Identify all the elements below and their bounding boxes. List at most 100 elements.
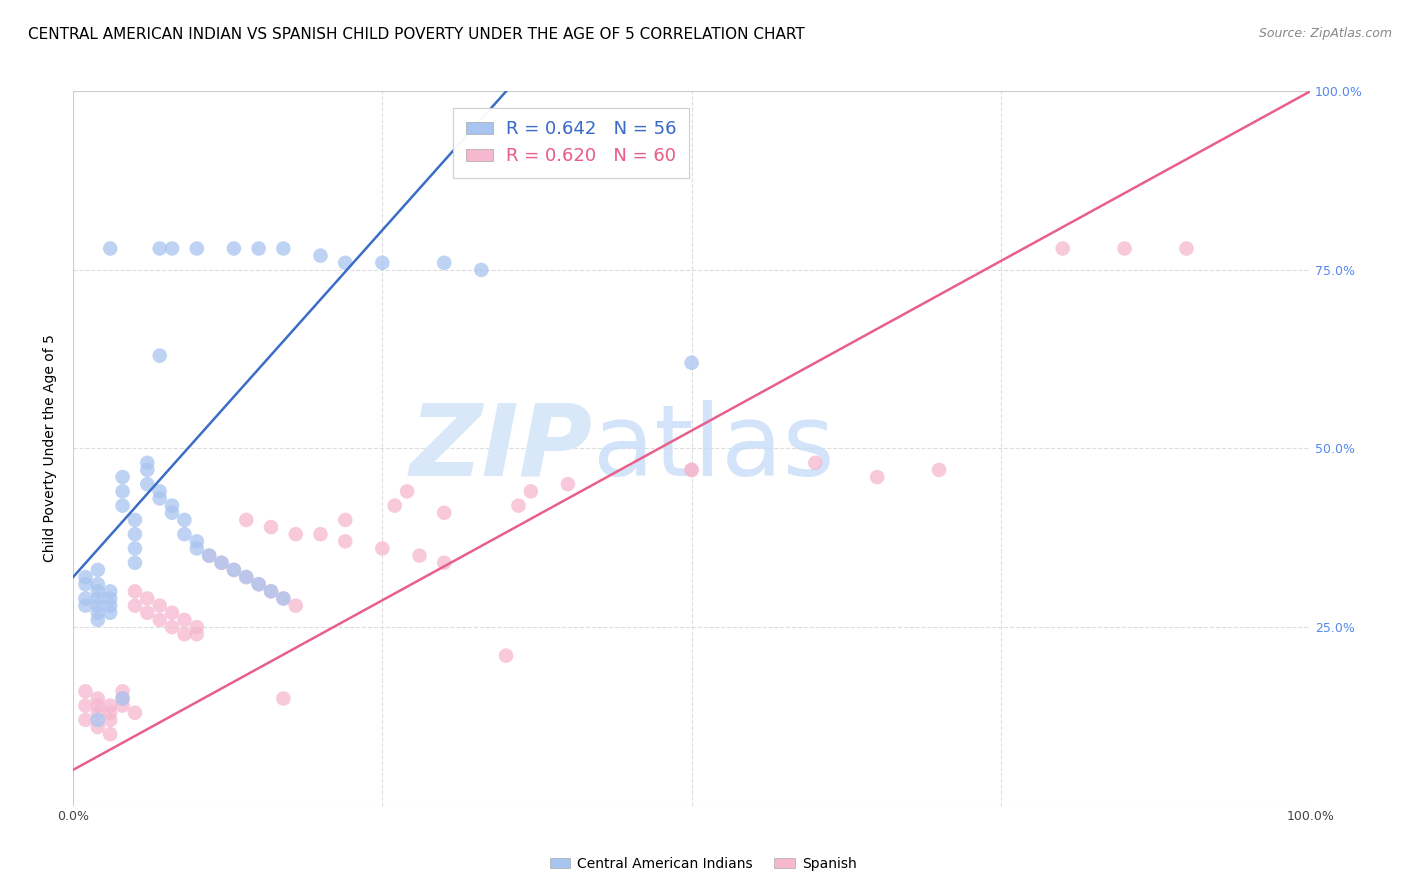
Point: [557, 477, 579, 491]
Point: [681, 463, 703, 477]
Point: [98, 599, 121, 613]
Point: [198, 549, 221, 563]
Legend: Central American Indians, Spanish: Central American Indians, Spanish: [544, 851, 862, 876]
Point: [235, 513, 257, 527]
Point: [124, 599, 146, 613]
Point: [186, 627, 208, 641]
Point: [136, 477, 159, 491]
Point: [371, 541, 394, 556]
Point: [222, 563, 245, 577]
Point: [273, 591, 295, 606]
Point: [260, 520, 283, 534]
Point: [335, 534, 357, 549]
Point: [273, 591, 295, 606]
Point: [186, 541, 208, 556]
Point: [149, 613, 172, 627]
Point: [247, 577, 270, 591]
Point: [87, 591, 110, 606]
Point: [804, 456, 827, 470]
Point: [309, 527, 332, 541]
Point: [211, 556, 233, 570]
Text: ZIP: ZIP: [409, 400, 593, 497]
Point: [98, 591, 121, 606]
Point: [247, 242, 270, 256]
Point: [98, 698, 121, 713]
Point: [111, 691, 134, 706]
Point: [160, 506, 183, 520]
Point: [222, 242, 245, 256]
Point: [87, 606, 110, 620]
Point: [75, 570, 97, 584]
Point: [173, 527, 195, 541]
Point: [1052, 242, 1074, 256]
Point: [136, 463, 159, 477]
Point: [273, 242, 295, 256]
Point: [149, 242, 172, 256]
Point: [124, 584, 146, 599]
Point: [186, 534, 208, 549]
Point: [98, 606, 121, 620]
Point: [87, 698, 110, 713]
Point: [211, 556, 233, 570]
Point: [98, 713, 121, 727]
Point: [173, 513, 195, 527]
Point: [124, 541, 146, 556]
Point: [87, 613, 110, 627]
Point: [371, 256, 394, 270]
Point: [136, 456, 159, 470]
Point: [520, 484, 543, 499]
Point: [98, 727, 121, 741]
Point: [98, 584, 121, 599]
Point: [384, 499, 406, 513]
Point: [681, 463, 703, 477]
Point: [433, 556, 456, 570]
Point: [433, 256, 456, 270]
Point: [124, 706, 146, 720]
Point: [111, 691, 134, 706]
Point: [98, 242, 121, 256]
Point: [149, 599, 172, 613]
Point: [260, 584, 283, 599]
Point: [87, 563, 110, 577]
Point: [75, 684, 97, 698]
Point: [75, 577, 97, 591]
Point: [98, 706, 121, 720]
Text: atlas: atlas: [593, 400, 834, 497]
Point: [111, 684, 134, 698]
Point: [247, 577, 270, 591]
Point: [335, 513, 357, 527]
Point: [1114, 242, 1136, 256]
Point: [124, 527, 146, 541]
Point: [124, 513, 146, 527]
Point: [235, 570, 257, 584]
Y-axis label: Child Poverty Under the Age of 5: Child Poverty Under the Age of 5: [44, 334, 58, 563]
Point: [433, 506, 456, 520]
Point: [235, 570, 257, 584]
Point: [75, 713, 97, 727]
Point: [928, 463, 950, 477]
Point: [124, 556, 146, 570]
Point: [87, 577, 110, 591]
Point: [508, 499, 530, 513]
Point: [284, 527, 307, 541]
Point: [87, 713, 110, 727]
Point: [160, 606, 183, 620]
Point: [111, 484, 134, 499]
Point: [136, 591, 159, 606]
Point: [149, 349, 172, 363]
Point: [186, 620, 208, 634]
Point: [866, 470, 889, 484]
Point: [396, 484, 419, 499]
Point: [136, 606, 159, 620]
Point: [408, 549, 430, 563]
Point: [284, 599, 307, 613]
Point: [222, 563, 245, 577]
Point: [75, 698, 97, 713]
Point: [160, 242, 183, 256]
Point: [87, 720, 110, 734]
Point: [495, 648, 517, 663]
Point: [681, 356, 703, 370]
Point: [87, 599, 110, 613]
Point: [111, 698, 134, 713]
Legend: R = 0.642   N = 56, R = 0.620   N = 60: R = 0.642 N = 56, R = 0.620 N = 60: [453, 108, 689, 178]
